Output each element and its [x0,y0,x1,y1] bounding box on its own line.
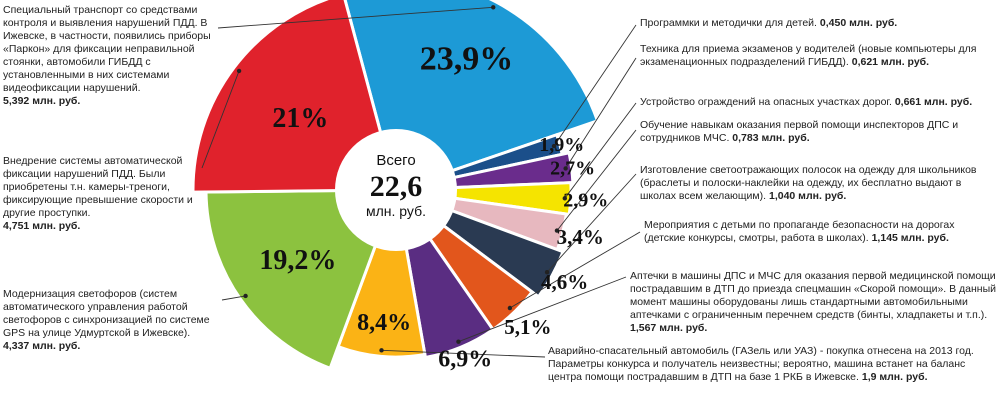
slice-percent-label: 2,9% [563,189,608,211]
leader-dot [554,228,560,233]
leader-dot [456,339,461,344]
note-children-events: Мероприятия с детьми по пропаганде безоп… [644,219,995,245]
slice-percent-label: 6,9% [438,347,492,373]
note-amount: 4,751 млн. руб. [3,220,81,232]
note-amount: 0,450 млн. руб. [819,17,898,29]
note-first-aid-kits: Аптечки в машины ДПС и МЧС для оказания … [630,270,996,335]
donut-hole [335,129,457,251]
leader-dot [562,196,567,201]
leader-dot [491,5,496,10]
note-text: Мероприятия с детьми по пропаганде безоп… [644,219,955,244]
slice-percent-label: 4,6% [541,270,588,294]
leader-lines [201,5,641,358]
slice-percent-label: 5,1% [504,315,551,339]
leader-dot [507,305,513,311]
note-amount: 5,392 млн. руб. [3,95,81,107]
note-first-aid-training: Обучение навыкам оказания первой помощи … [640,119,995,145]
note-text: Программки и методички для детей. [640,17,817,29]
note-auto-fixation: Внедрение системы автоматической фиксаци… [3,155,198,233]
center-total-label: Всего [376,152,415,169]
note-amount: 0,621 млн. руб. [851,56,930,68]
leader-dot [563,166,568,171]
leader-line [201,70,240,169]
leader-line [217,6,494,29]
leader-line [381,349,546,358]
leader-dot [379,348,384,353]
note-text: Устройство ограждений на опасных участка… [640,96,892,108]
leader-line [565,57,637,169]
note-text: Модернизация светофоров (систем автомати… [3,288,210,339]
note-text: Изготовление светоотражающих полосок на … [640,164,977,202]
leader-line [221,295,246,301]
note-amount: 1,567 млн. руб. [630,322,708,334]
leader-line [556,129,637,231]
note-amount: 4,337 млн. руб. [3,340,81,352]
leader-line [509,231,641,309]
note-text: Специальный транспорт со средствами конт… [3,4,211,94]
leader-line [553,24,637,147]
note-amount: 1,9 млн. руб. [861,371,928,383]
slice-percent-label: 19,2% [259,245,336,276]
slice-labels: 23,9% 1,9%2,7% 2,9% 3,4% 4,6% 5,1% 6,9% 8,4% 19,… [259,40,608,372]
note-amount: 0,783 млн. руб. [732,132,810,144]
note-text: Аптечки в машины ДПС и МЧС для оказания … [630,270,997,321]
slice-group [191,0,600,371]
note-text: Обучение навыкам оказания первой помощи … [640,119,959,144]
slice-percent-label: 8,4% [357,310,411,336]
leader-line [564,102,637,199]
leader-dot [243,293,248,299]
slice-percent-label: 23,9% [420,40,514,77]
note-amount: 1,145 млн. руб. [871,232,949,244]
slice-percent-label: 2,7% [550,158,595,180]
note-rescue-vehicle: Аварийно-спасательный автомобиль (ГАЗель… [548,345,996,384]
leader-dot [544,270,550,275]
slice-percent-label: 1,9% [539,134,584,156]
note-text: Внедрение системы автоматической фиксаци… [3,155,193,219]
leader-dot [551,143,557,149]
leader-line [458,276,627,343]
center-total-unit: млн. руб. [366,203,426,219]
note-reflective-strips: Изготовление светоотражающих полосок на … [640,164,995,203]
leader-line [546,173,637,273]
note-amount: 1,040 млн. руб. [768,190,847,202]
note-fences: Устройство ограждений на опасных участка… [640,96,995,109]
note-special-transport: Специальный транспорт со средствами конт… [3,4,213,108]
note-booklets: Программки и методички для детей. 0,450 … [640,17,995,30]
leader-dot [236,68,242,74]
center-total-value: 22,6 [370,170,423,203]
slice-percent-label: 3,4% [557,225,604,249]
note-traffic-lights: Модернизация светофоров (систем автомати… [3,288,218,353]
note-exam-equipment: Техника для приема экзаменов у водителей… [640,43,995,69]
note-text: Техника для приема экзаменов у водителей… [640,43,977,68]
note-amount: 0,661 млн. руб. [894,96,973,108]
note-text: Аварийно-спасательный автомобиль (ГАЗель… [548,345,974,383]
slice-percent-label: 21% [272,103,328,134]
